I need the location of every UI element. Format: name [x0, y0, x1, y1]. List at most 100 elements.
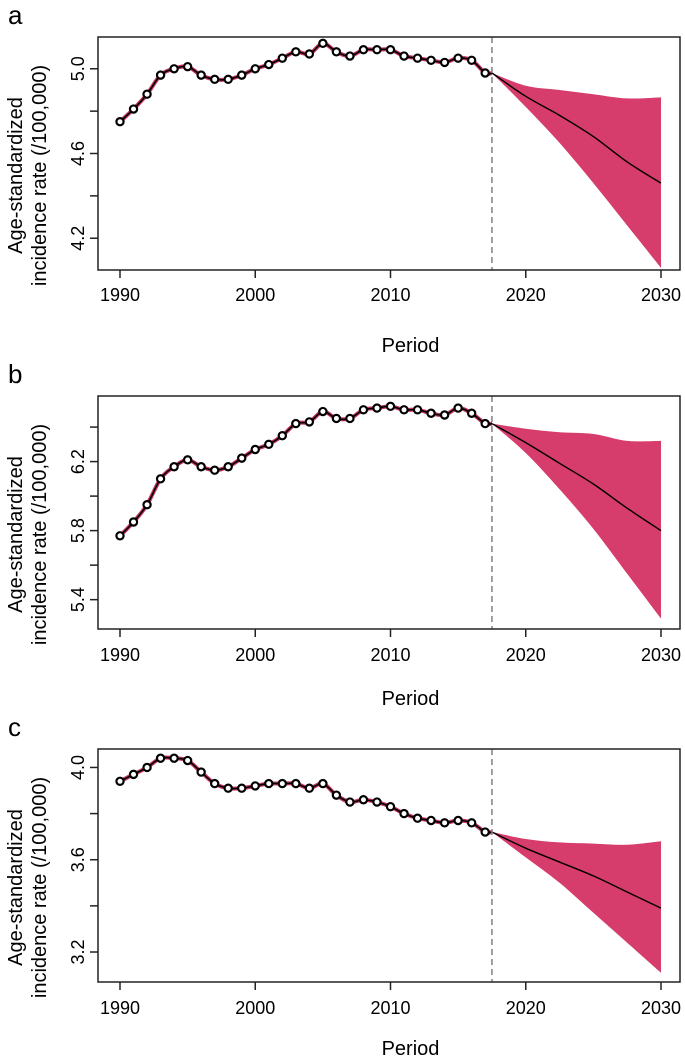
observed-point [412, 813, 423, 823]
observed-point [439, 57, 450, 68]
observed-point [142, 762, 152, 773]
observed-point [480, 827, 490, 837]
observed-point [209, 74, 220, 85]
plot-frame [97, 395, 681, 630]
forecast-band [491, 73, 661, 268]
observed-point [358, 795, 369, 805]
panel-label: a [8, 0, 23, 30]
observed-point [304, 783, 315, 793]
observed-point [372, 403, 382, 413]
observed-point [237, 70, 247, 80]
observed-point [426, 815, 436, 826]
observed-point [412, 405, 423, 415]
observed-point [209, 778, 220, 789]
y-axis-label-line1: Age-standardized [5, 97, 27, 254]
x-tick-label: 2010 [370, 998, 410, 1018]
observed-point [480, 418, 490, 429]
y-tick-label: 6.2 [68, 449, 88, 474]
x-axis-label: Period [382, 1038, 440, 1058]
y-tick-label: 3.2 [68, 939, 88, 964]
observed-point [399, 51, 409, 61]
observed-point [358, 45, 369, 55]
observed-point [182, 61, 193, 72]
observed-point [264, 59, 274, 70]
observed-point [237, 783, 247, 793]
observed-point [439, 818, 450, 828]
observed-point [466, 818, 477, 828]
y-tick-label: 5.0 [68, 56, 88, 81]
observed-point [277, 431, 287, 441]
observed-point [372, 797, 382, 807]
y-axis-label-line2: incidence rate (/100,000) [29, 424, 51, 645]
forecast-mean-line [491, 72, 662, 184]
observed-point [453, 53, 463, 63]
observed-point [466, 408, 477, 418]
x-tick-label: 2010 [370, 645, 410, 665]
forecast-mean-line [491, 831, 662, 909]
observed-point [169, 753, 179, 763]
observed-point [250, 781, 260, 791]
observed-point [196, 70, 206, 80]
observed-point [345, 51, 355, 61]
panel-b: b 1990 2000 2010 2020 2030 5.4 5.8 6.2 Period Age-… [5, 359, 681, 710]
y-tick-label: 3.6 [68, 847, 88, 872]
observed-point [128, 104, 139, 114]
observed-point [155, 753, 166, 763]
observed-point [115, 531, 125, 541]
panel-a: a 1990 2000 2010 2020 2030 4.2 4.6 5.0 Period Age-… [5, 0, 681, 357]
observed-point [453, 815, 463, 826]
x-tick-label: 2000 [235, 645, 275, 665]
observed-point [304, 49, 315, 59]
x-tick-label: 2030 [641, 998, 681, 1018]
x-tick-label: 2030 [641, 285, 681, 305]
observed-point [142, 89, 152, 99]
y-tick-label: 4.6 [68, 141, 88, 166]
observed-point [399, 808, 409, 819]
observed-point [331, 47, 342, 57]
observed-point [358, 405, 369, 415]
observed-point [128, 517, 139, 527]
observed-point [331, 790, 342, 800]
observed-point [223, 783, 233, 793]
observed-point [304, 417, 315, 427]
x-axis-label: Period [382, 335, 440, 357]
observed-point [318, 38, 328, 49]
observed-point [196, 767, 206, 777]
observed-point [372, 45, 382, 55]
observed-point [237, 453, 247, 463]
observed-point [155, 474, 166, 484]
observed-point [142, 500, 152, 510]
plot-frame [97, 748, 681, 983]
y-axis-label-line1: Age-standardized [5, 809, 27, 966]
observed-point [115, 776, 125, 787]
x-tick-label: 1990 [100, 645, 140, 665]
panel-label: b [8, 359, 22, 389]
observed-point [223, 74, 233, 85]
observed-point [426, 55, 436, 66]
forecast-band [491, 832, 661, 973]
observed-line [119, 756, 493, 834]
observed-point [250, 64, 260, 74]
observed-point [453, 403, 463, 413]
x-tick-label: 2000 [235, 285, 275, 305]
x-tick-label: 2020 [506, 998, 546, 1018]
observed-point [318, 778, 328, 789]
y-axis-label-line2: incidence rate (/100,000) [29, 777, 51, 998]
observed-point [115, 117, 125, 127]
observed-point [291, 778, 301, 789]
panel-c: c 1990 2000 2010 2020 2030 3.2 3.6 4.0 Period Age-… [5, 712, 681, 1060]
observed-point [412, 53, 423, 63]
y-tick-label: 5.4 [68, 587, 88, 612]
observed-point [155, 70, 166, 80]
observed-point [250, 444, 260, 455]
observed-point [196, 462, 206, 472]
x-axis-label: Period [382, 688, 440, 710]
y-tick-label: 5.8 [68, 518, 88, 543]
x-tick-label: 2010 [370, 285, 410, 305]
panel-label: c [8, 712, 21, 742]
y-tick-label: 4.0 [68, 755, 88, 780]
observed-point [291, 418, 301, 429]
x-tick-label: 2020 [506, 645, 546, 665]
observed-point [264, 778, 274, 789]
